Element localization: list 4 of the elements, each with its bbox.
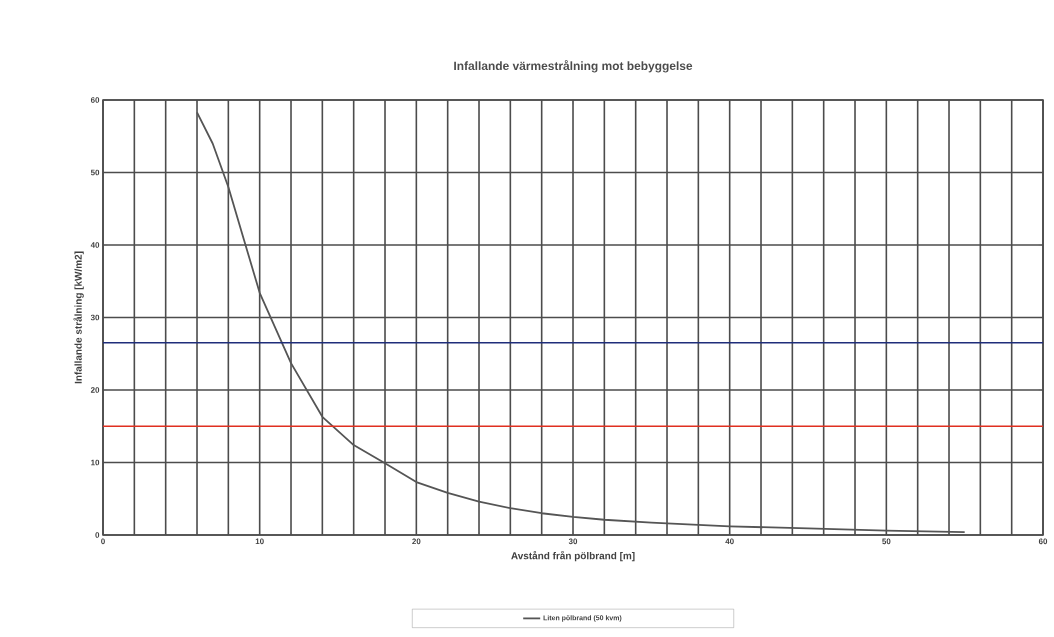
chart-title: Infallande värmestrålning mot bebyggelse (454, 60, 693, 73)
y-axis-title: Infallande strålning [kW/m2] (73, 251, 84, 384)
line-series (196, 111, 966, 533)
x-axis-title: Avstånd från pölbrand [m] (511, 550, 635, 562)
